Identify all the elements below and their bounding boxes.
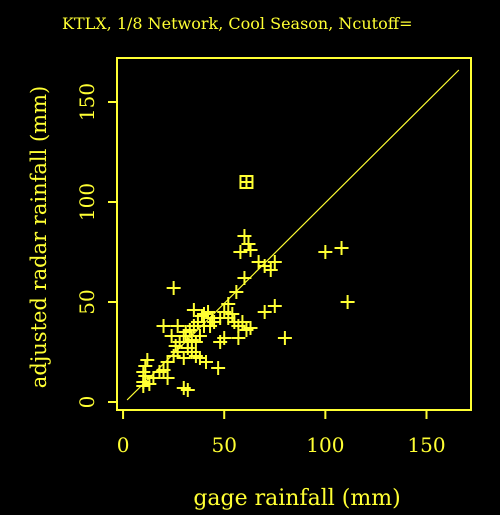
data-point <box>138 359 153 373</box>
data-point <box>340 295 355 309</box>
data-point <box>160 371 175 385</box>
data-point <box>156 319 171 333</box>
data-point <box>213 335 228 349</box>
points-layer <box>136 175 355 397</box>
x-axis-label: gage rainfall (mm) <box>193 486 400 511</box>
y-tick-label: 0 <box>75 396 99 409</box>
data-point <box>140 353 155 367</box>
y-tick-label: 150 <box>75 83 99 121</box>
data-point <box>164 329 179 343</box>
y-axis-label: adjusted radar rainfall (mm) <box>27 86 51 388</box>
data-point <box>237 271 252 285</box>
data-point <box>229 285 244 299</box>
data-point <box>267 299 282 313</box>
data-point <box>199 355 214 369</box>
data-point <box>334 241 349 255</box>
data-point <box>221 297 236 311</box>
data-point <box>136 379 151 393</box>
data-point <box>237 229 252 243</box>
data-point <box>267 255 282 269</box>
data-point <box>160 355 175 369</box>
data-point <box>243 243 258 257</box>
data-point <box>235 315 250 329</box>
data-point <box>156 363 171 377</box>
data-point <box>277 331 292 345</box>
y-axis: 0 50 100 150 <box>75 83 117 408</box>
x-tick-label: 150 <box>407 433 445 457</box>
outlier-point <box>239 175 254 189</box>
plot-frame <box>116 57 472 411</box>
data-point <box>170 345 185 359</box>
data-point <box>263 263 278 277</box>
data-point <box>146 371 161 385</box>
data-point <box>241 237 256 251</box>
data-point <box>170 319 185 333</box>
x-tick-label: 0 <box>117 433 130 457</box>
data-point <box>233 245 248 259</box>
data-point <box>211 361 226 375</box>
data-point <box>225 307 240 321</box>
x-tick-label: 50 <box>211 433 236 457</box>
x-axis: 0 50 100 150 <box>117 410 446 457</box>
data-point <box>184 333 199 347</box>
data-point <box>243 321 258 335</box>
data-point <box>136 365 151 379</box>
data-point <box>186 303 201 317</box>
data-point <box>257 305 272 319</box>
x-tick-label: 100 <box>306 433 344 457</box>
chart-title: KTLX, 1/8 Network, Cool Season, Ncutoff= <box>62 14 413 33</box>
data-point <box>166 281 181 295</box>
data-point <box>318 245 333 259</box>
data-point <box>176 351 191 365</box>
y-tick-label: 100 <box>75 183 99 221</box>
data-point <box>231 331 246 345</box>
y-tick-label: 50 <box>75 289 99 314</box>
data-point <box>180 383 195 397</box>
